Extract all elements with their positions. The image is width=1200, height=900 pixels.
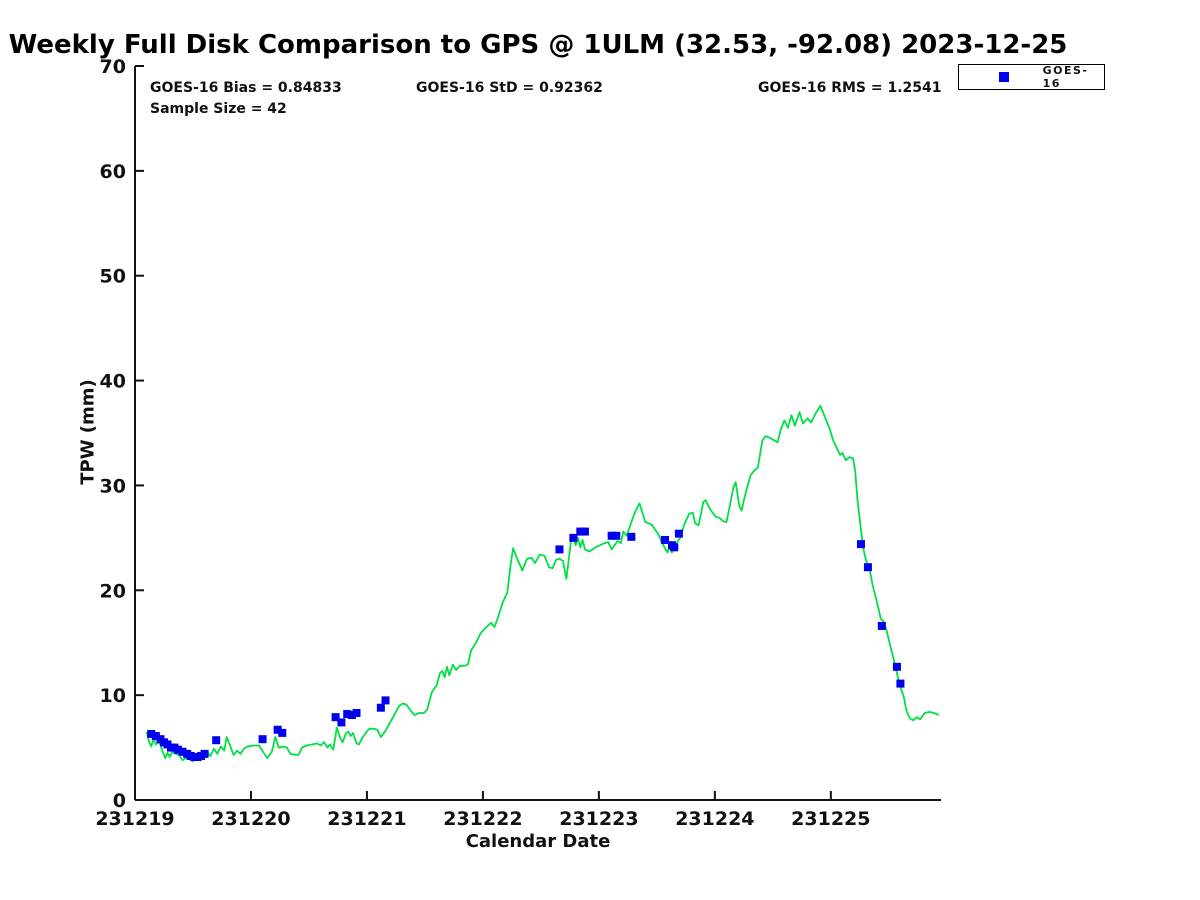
goes16-marker bbox=[555, 545, 564, 554]
x-axis-label: Calendar Date bbox=[465, 831, 611, 852]
y-tick-label: 10 bbox=[100, 685, 126, 707]
goes16-marker bbox=[856, 540, 865, 549]
goes16-marker bbox=[212, 736, 221, 745]
goes16-marker bbox=[147, 729, 156, 738]
goes16-marker bbox=[331, 713, 340, 722]
x-tick-label: 231224 bbox=[675, 808, 754, 830]
y-tick-label: 70 bbox=[100, 56, 126, 78]
stat-sample-size: Sample Size = 42 bbox=[150, 101, 287, 117]
goes16-marker bbox=[576, 527, 585, 536]
chart-title: Weekly Full Disk Comparison to GPS @ 1UL… bbox=[8, 30, 1068, 60]
goes16-marker bbox=[173, 745, 182, 754]
goes16-marker bbox=[278, 728, 287, 737]
stat-bias: GOES-16 Bias = 0.84833 bbox=[150, 80, 342, 96]
goes16-marker bbox=[670, 543, 679, 552]
goes16-marker bbox=[612, 531, 621, 540]
x-tick-label: 231223 bbox=[559, 808, 638, 830]
goes16-marker bbox=[627, 532, 636, 541]
goes16-marker bbox=[674, 529, 683, 538]
x-tick-label: 231219 bbox=[95, 808, 174, 830]
goes16-marker bbox=[200, 749, 209, 758]
goes16-marker bbox=[660, 535, 669, 544]
y-tick-label: 60 bbox=[100, 161, 126, 183]
goes16-marker bbox=[569, 533, 578, 542]
x-tick-label: 231222 bbox=[443, 808, 522, 830]
stat-rms: GOES-16 RMS = 1.2541 bbox=[758, 80, 942, 96]
goes16-marker bbox=[376, 703, 385, 712]
y-tick-label: 40 bbox=[100, 371, 126, 393]
x-tick-label: 231225 bbox=[791, 808, 870, 830]
y-axis-label: TPW (mm) bbox=[77, 379, 99, 485]
goes16-marker bbox=[337, 718, 346, 727]
gps-tpw-line bbox=[145, 404, 940, 763]
goes16-marker bbox=[352, 708, 361, 717]
y-tick-label: 0 bbox=[113, 790, 126, 812]
stat-std: GOES-16 StD = 0.92362 bbox=[416, 80, 603, 96]
goes16-marker bbox=[381, 696, 390, 705]
goes16-marker bbox=[258, 735, 267, 744]
goes16-marker bbox=[580, 527, 589, 536]
goes16-marker bbox=[607, 531, 616, 540]
goes16-marker bbox=[863, 563, 872, 572]
goes16-marker bbox=[892, 662, 901, 671]
goes16-marker bbox=[343, 710, 352, 719]
legend-square-marker-icon bbox=[999, 72, 1009, 82]
goes16-marker bbox=[896, 679, 905, 688]
goes16-marker bbox=[151, 732, 160, 741]
x-tick-label: 231220 bbox=[211, 808, 290, 830]
goes16-marker bbox=[347, 711, 356, 720]
goes16-marker bbox=[877, 621, 886, 630]
x-tick-label: 231221 bbox=[327, 808, 406, 830]
legend-label: GOES-16 bbox=[1042, 64, 1089, 90]
y-tick-label: 50 bbox=[100, 266, 126, 288]
goes16-marker bbox=[178, 747, 187, 756]
legend: GOES-16 bbox=[958, 64, 1105, 90]
y-tick-label: 30 bbox=[100, 475, 126, 497]
goes16-marker bbox=[273, 725, 282, 734]
y-tick-label: 20 bbox=[100, 580, 126, 602]
